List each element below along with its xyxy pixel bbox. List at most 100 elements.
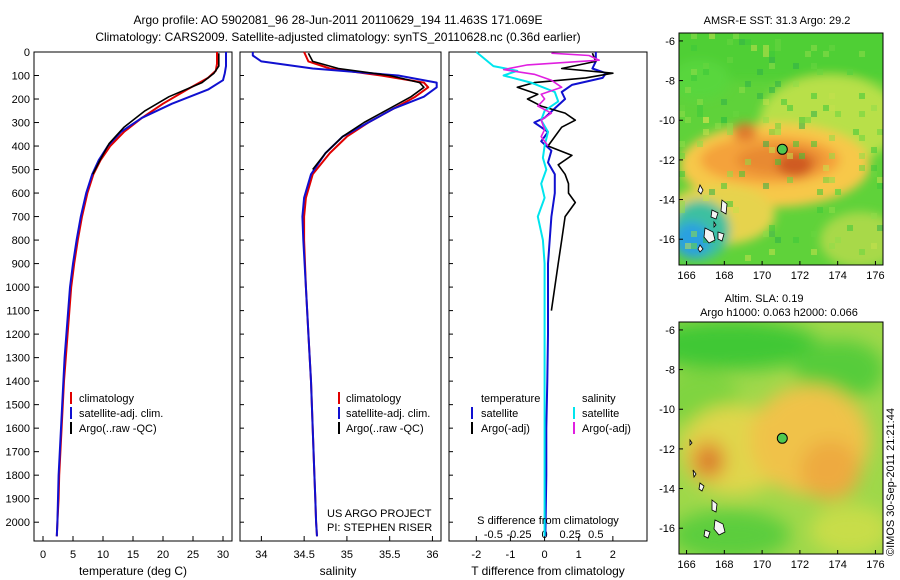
series-satellite-adj-clim- [251, 52, 438, 537]
sst-pixel [805, 117, 811, 123]
sst-pixel [859, 51, 865, 57]
difference-ticks: -2 -1 0 1 2-0.5 -0.25 0 0.25 0.5 [449, 51, 616, 561]
sst-pixel [829, 177, 835, 183]
sst-pixel [679, 201, 685, 207]
sst-pixel [829, 207, 835, 213]
sla-map-frame [678, 321, 884, 555]
legend-t-argo: Argo(-adj) [481, 423, 530, 435]
sst-pixel [787, 153, 793, 159]
depth-tick-label: 200 [12, 94, 30, 106]
sst-pixel [829, 135, 835, 141]
depth-tick-label: 2000 [6, 517, 30, 529]
series-argo-raw-qc- [92, 53, 220, 175]
salinity-tick-label: 36 [426, 549, 438, 561]
project-label: US ARGO PROJECT [327, 508, 432, 520]
legend-s-argo: Argo(-adj) [582, 423, 631, 435]
depth-tick-label: 1000 [6, 282, 30, 294]
t-diff-tick-label: 0 [542, 549, 548, 561]
sst-map-frame [678, 32, 884, 266]
s-diff-tick-label: -0.5 [484, 529, 503, 541]
salinity-ticks: 34 34.5 35 35.5 36 [240, 51, 439, 561]
sst-pixel [709, 189, 715, 195]
sst-pixel [763, 183, 769, 189]
sst-pixel [805, 51, 811, 57]
t-diff-tick-label: 2 [610, 549, 616, 561]
depth-tick-label: 300 [12, 118, 30, 130]
legend-climatology: climatology [79, 393, 135, 405]
sst-pixel [811, 93, 817, 99]
depth-tick-label: 1500 [6, 400, 30, 412]
sst-map-panel: AMSR-E SST: 31.3 Argo: 29.2 [659, 15, 885, 282]
sst-pixel [733, 207, 739, 213]
sst-pixel [697, 99, 703, 105]
legend-t-satellite: satellite [481, 408, 518, 420]
sst-pixel [823, 51, 829, 57]
temperature-tick-label: 0 [40, 549, 46, 561]
map-lat-label: -8 [665, 365, 675, 377]
sst-pixel [679, 171, 685, 177]
t-diff-tick-label: -2 [471, 549, 481, 561]
map-lat-label: -10 [659, 404, 675, 416]
sst-pixel [847, 225, 853, 231]
sst-pixel [691, 75, 697, 81]
map-lon-label: 176 [866, 559, 884, 571]
temperature-tick-label: 5 [70, 549, 76, 561]
depth-tick-label: 100 [12, 71, 30, 83]
sst-pixel [763, 99, 769, 105]
t-diff-tick-label: 1 [576, 549, 582, 561]
sst-pixel [739, 171, 745, 177]
legend-satellite-adj: satellite-adj. clim. [79, 408, 163, 420]
series-s-satellite [475, 51, 560, 537]
sst-pixel [811, 111, 817, 117]
temperature-depth-ticks: 0 100 200 300 400 500 600 700 800 900 1000 1100 1200… [6, 47, 39, 529]
difference-axes-frame [448, 51, 648, 542]
sst-pixel [871, 105, 877, 111]
sst-pixel [691, 33, 697, 39]
salinity-legend: climatology satellite-adj. clim. Argo(..… [338, 392, 430, 435]
map-lon-label: 174 [828, 559, 846, 571]
legend-argo: Argo(..raw -QC) [79, 423, 157, 435]
sst-pixel [727, 123, 733, 129]
sst-pixel [709, 33, 715, 39]
map-lat-label: -10 [659, 115, 675, 127]
sst-pixel [769, 231, 775, 237]
sst-pixel [691, 69, 697, 75]
sst-pixel [793, 63, 799, 69]
sst-pixel [763, 45, 769, 51]
map-lat-label: -6 [665, 36, 675, 48]
sst-pixel [703, 129, 709, 135]
sst-pixel [691, 231, 697, 237]
sst-pixel [679, 207, 685, 213]
s-diff-tick-label: -0.25 [506, 529, 531, 541]
sst-pixel [685, 87, 691, 93]
sst-pixel [775, 39, 781, 45]
sst-pixel [853, 129, 859, 135]
sst-pixel [859, 93, 865, 99]
credit-label: ©IMOS 30-Sep-2011 21:21:44 [885, 408, 897, 556]
temperature-tick-label: 15 [127, 549, 139, 561]
sla-map-panel: Altim. SLA: 0.19 Argo h1000: 0.063 h2000… [659, 293, 885, 571]
sst-pixel [769, 225, 775, 231]
map-lon-label: 170 [753, 559, 771, 571]
difference-panel: -2 -1 0 1 2-0.5 -0.25 0 0.25 0.5 S difference fr… [448, 51, 648, 578]
sst-pixel [745, 159, 751, 165]
sst-pixel [721, 99, 727, 105]
sst-pixel [703, 69, 709, 75]
sst-pixel [799, 117, 805, 123]
map-lon-label: 176 [866, 270, 884, 282]
sst-pixel [811, 231, 817, 237]
difference-lines [475, 51, 614, 537]
depth-tick-label: 1600 [6, 423, 30, 435]
sst-pixel [811, 249, 817, 255]
map-lat-label: -8 [665, 76, 675, 88]
map-lon-label: 166 [677, 270, 695, 282]
sst-pixel [877, 177, 883, 183]
sst-pixel [829, 93, 835, 99]
sst-pixel [799, 123, 805, 129]
depth-tick-label: 900 [12, 259, 30, 271]
map-lat-label: -12 [659, 444, 675, 456]
depth-tick-label: 1300 [6, 353, 30, 365]
sst-pixel [739, 39, 745, 45]
sst-pixel [817, 189, 823, 195]
